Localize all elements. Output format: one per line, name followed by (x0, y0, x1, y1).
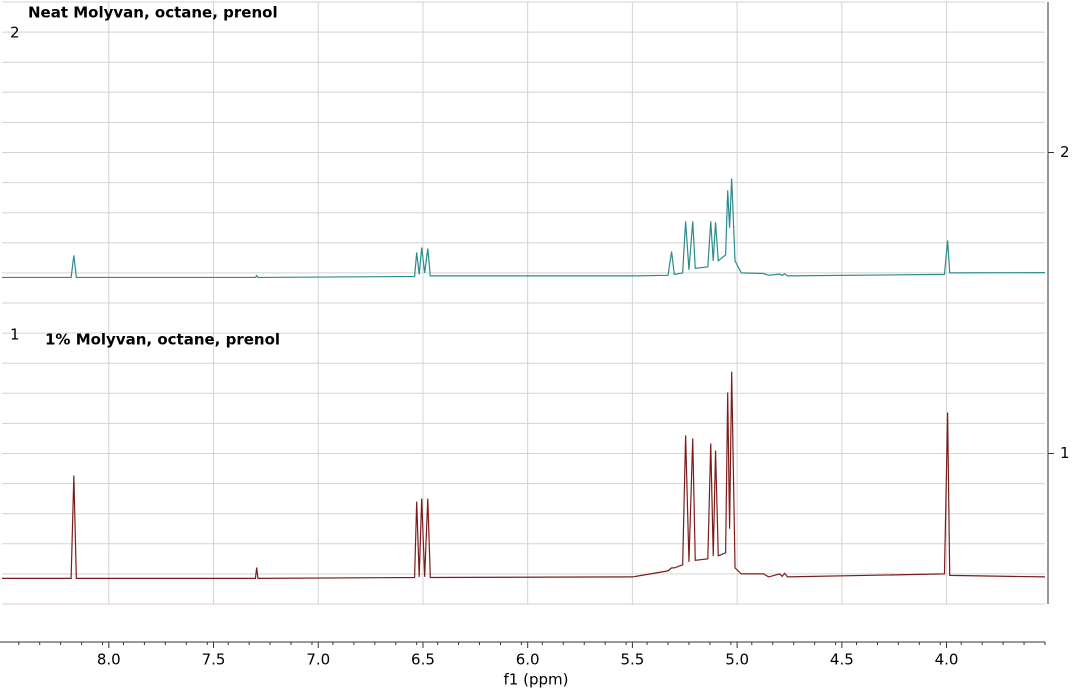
spectrum-name: Neat Molyvan, octane, prenol (28, 4, 278, 22)
spectrum (2, 178, 1046, 279)
x-tick-label: 8.0 (97, 651, 121, 669)
spectrum-number: 2 (10, 24, 20, 42)
spectrum-number: 1 (10, 326, 20, 344)
x-tick-label: 7.5 (202, 651, 226, 669)
x-tick-label: 6.0 (516, 651, 540, 669)
y-tick-label: 1 (1060, 444, 1070, 462)
x-tick-label: 5.5 (620, 651, 644, 669)
y-tick-label: 2 (1060, 143, 1070, 161)
x-tick-label: 4.0 (935, 651, 959, 669)
x-tick-label: 6.5 (411, 651, 435, 669)
x-tick-label: 5.0 (725, 651, 749, 669)
x-tick-label: 7.0 (306, 651, 330, 669)
spectrum-name: 1% Molyvan, octane, prenol (45, 331, 280, 349)
spectrum (2, 371, 1046, 580)
x-axis-label: f1 (ppm) (504, 671, 569, 689)
x-tick-label: 4.5 (830, 651, 854, 669)
